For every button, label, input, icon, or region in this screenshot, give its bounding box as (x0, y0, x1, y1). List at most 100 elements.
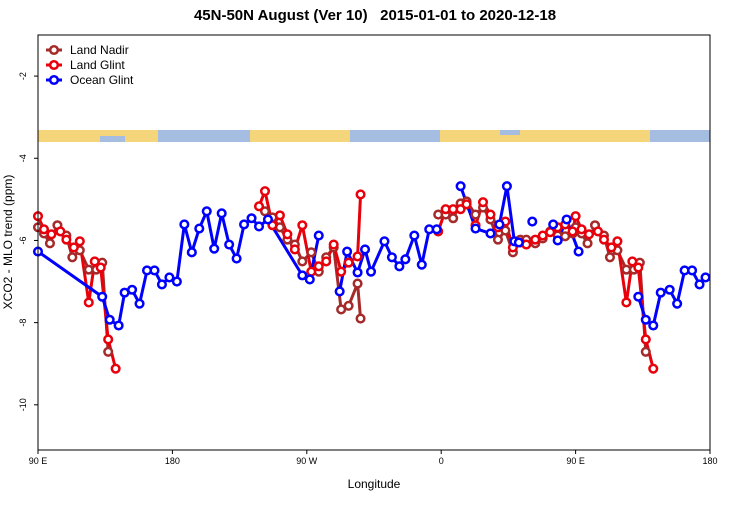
data-point (583, 229, 595, 240)
data-point (149, 265, 160, 276)
data-point (501, 181, 512, 192)
data-point (83, 297, 94, 308)
x-tick-label: 180 (165, 456, 180, 466)
data-point (224, 239, 235, 250)
data-point (289, 244, 300, 255)
data-point (274, 210, 285, 221)
data-point (640, 314, 651, 325)
data-point (352, 251, 363, 262)
data-point (552, 235, 563, 246)
y-tick-label: -8 (18, 319, 28, 327)
data-point (485, 209, 496, 220)
data-point (89, 256, 100, 267)
legend-marker (48, 74, 60, 86)
data-point (216, 208, 227, 219)
data-point (46, 229, 57, 240)
data-point (400, 254, 411, 265)
data-point (97, 291, 108, 302)
data-point (545, 227, 556, 238)
data-point (55, 226, 66, 237)
legend-label: Land Glint (70, 58, 125, 72)
data-point (640, 346, 651, 357)
x-tick-label: 90 W (296, 456, 318, 466)
data-point (209, 243, 220, 254)
data-point (598, 234, 610, 245)
data-point (633, 262, 644, 273)
data-point (494, 219, 505, 230)
plot-frame (37, 34, 711, 451)
data-point (253, 221, 265, 232)
data-point (336, 304, 347, 315)
data-point (352, 278, 363, 289)
data-point (648, 363, 659, 374)
data-point (470, 223, 481, 234)
data-point (186, 247, 197, 258)
data-point (343, 300, 354, 311)
data-point (664, 284, 675, 295)
x-tick-label: 90 E (29, 456, 48, 466)
data-point (561, 214, 572, 225)
map-strip (38, 130, 710, 142)
x-tick-label: 180 (702, 456, 717, 466)
data-point (61, 234, 72, 245)
data-point (640, 334, 651, 345)
data-point (156, 279, 167, 290)
data-point (355, 313, 366, 324)
data-point (485, 228, 496, 239)
data-point (246, 213, 257, 224)
data-point (409, 230, 420, 241)
data-point (592, 226, 604, 237)
y-tick-label: -10 (18, 398, 28, 411)
data-point (448, 213, 459, 224)
data-point (253, 201, 265, 212)
data-point (694, 279, 705, 290)
data-point (655, 287, 666, 298)
x-tick-label: 0 (439, 456, 444, 466)
x-axis-label: Longitude (348, 477, 401, 491)
data-point (365, 266, 377, 277)
data-point (306, 266, 317, 277)
data-point (297, 220, 308, 231)
data-point (179, 219, 190, 230)
data-point (513, 237, 524, 248)
data-point (455, 204, 466, 215)
data-point (359, 244, 371, 255)
x-tick-label: 90 E (566, 456, 585, 466)
data-point (194, 223, 205, 234)
data-point (103, 346, 114, 357)
data-point (328, 239, 339, 250)
y-tick-label: -4 (18, 154, 28, 162)
data-point (68, 242, 79, 253)
data-point (201, 206, 212, 217)
data-point (282, 229, 293, 240)
y-axis-label: XCO2 - MLO trend (ppm) (1, 175, 15, 310)
data-point (461, 199, 472, 210)
data-point (127, 284, 138, 295)
data-point (455, 181, 466, 192)
data-point (104, 314, 115, 325)
data-point (604, 252, 615, 263)
data-point (492, 234, 503, 245)
data-point (103, 334, 114, 345)
data-point (627, 256, 638, 267)
data-point (95, 262, 106, 273)
legend-marker (48, 44, 60, 56)
y-tick-label: -2 (18, 72, 28, 80)
data-point (612, 236, 623, 247)
data-point (342, 246, 353, 257)
data-point (548, 219, 559, 230)
data-point (477, 197, 489, 208)
data-point (672, 298, 683, 309)
data-point (336, 266, 347, 277)
data-point (171, 276, 182, 287)
data-point (416, 259, 427, 270)
data-point (306, 247, 317, 258)
y-tick-label: -6 (18, 236, 28, 244)
data-point (530, 234, 541, 245)
data-point (334, 286, 345, 297)
data-point (164, 272, 175, 283)
data-point (355, 189, 366, 200)
data-point (134, 298, 145, 309)
data-point (700, 272, 711, 283)
